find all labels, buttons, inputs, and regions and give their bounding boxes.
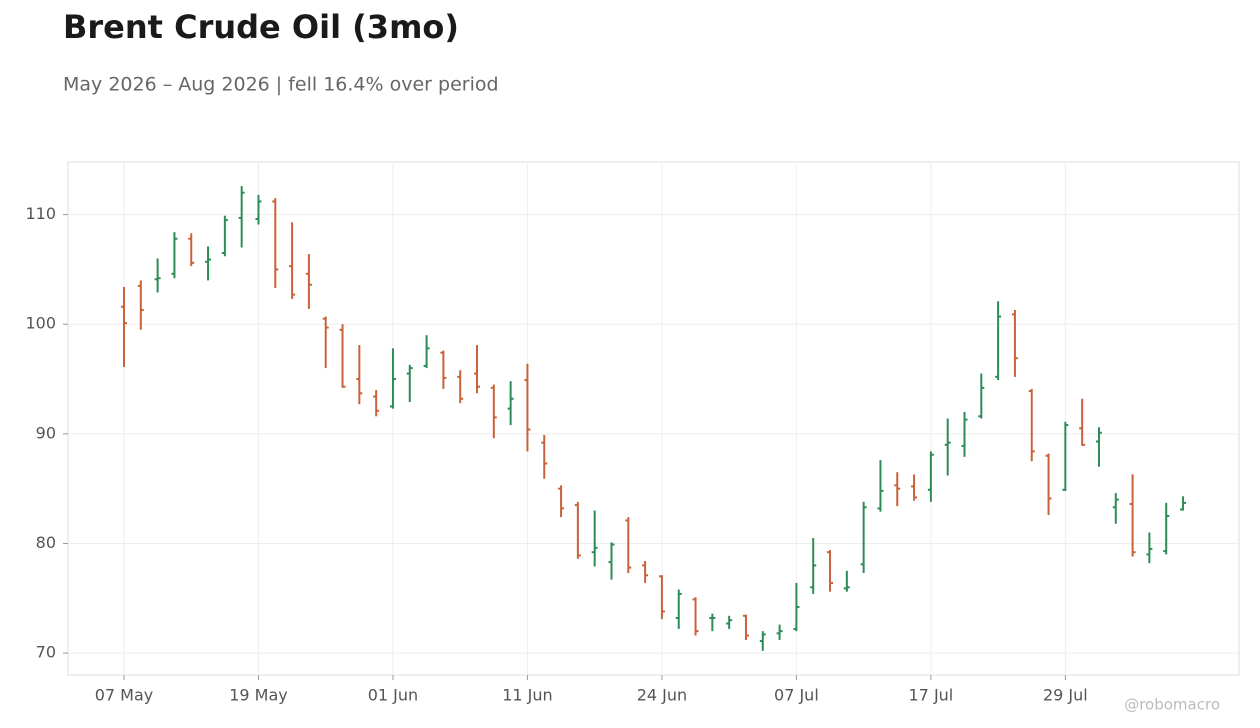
y-tick-label: 90: [36, 423, 56, 442]
x-tick-label: 17 Jul: [909, 686, 954, 705]
x-tick-label: 07 May: [95, 686, 154, 705]
y-tick-label: 100: [25, 314, 56, 333]
x-tick-label: 24 Jun: [637, 686, 687, 705]
x-tick-label: 11 Jun: [502, 686, 552, 705]
plot-frame: [67, 161, 1240, 676]
chart-subtitle: May 2026 – Aug 2026 | fell 16.4% over pe…: [63, 74, 499, 96]
y-tick-label: 70: [36, 643, 56, 662]
y-tick-label: 80: [36, 533, 56, 552]
x-tick-label: 29 Jul: [1043, 686, 1088, 705]
x-tick-label: 19 May: [229, 686, 288, 705]
watermark: @robomacro: [1124, 696, 1220, 714]
y-tick-label: 110: [25, 204, 56, 223]
x-tick-label: 07 Jul: [774, 686, 819, 705]
x-tick-label: 01 Jun: [368, 686, 418, 705]
chart-title: Brent Crude Oil (3mo): [63, 8, 459, 46]
